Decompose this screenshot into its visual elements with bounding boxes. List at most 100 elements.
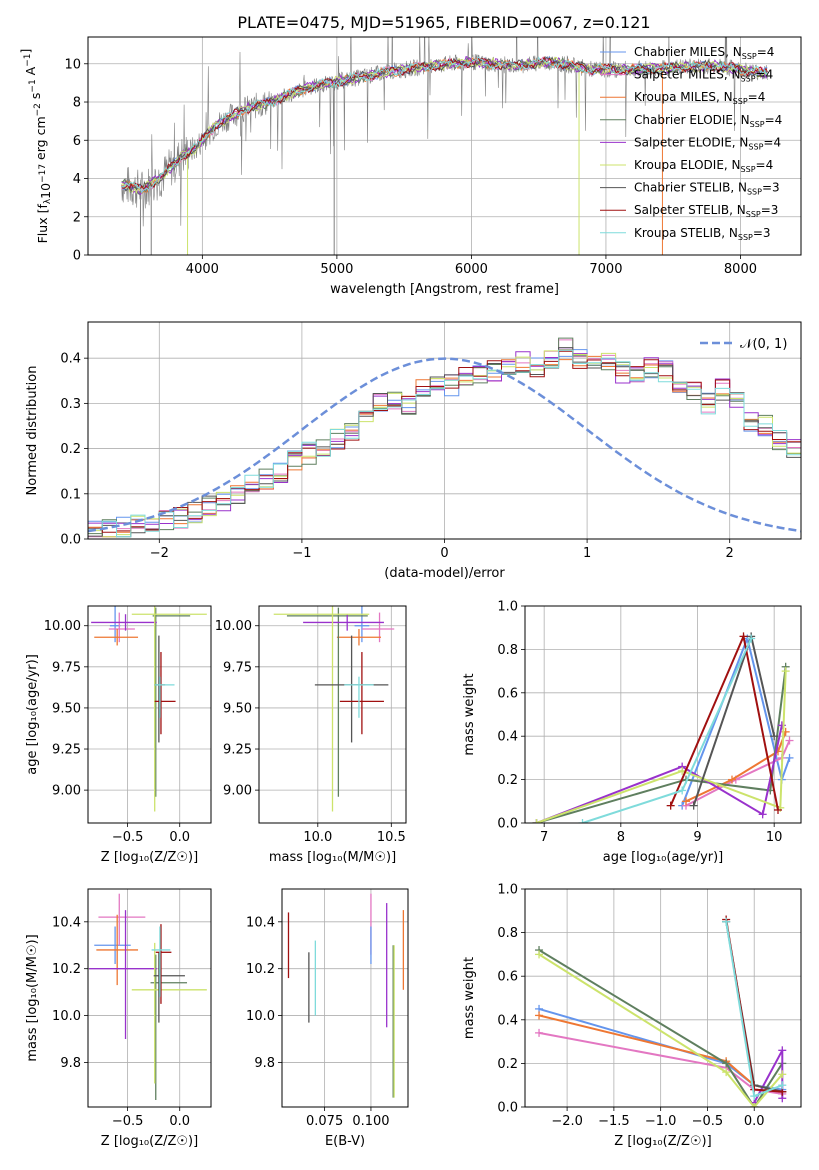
y-tick-label: 0.8: [497, 643, 518, 658]
y-axis-label: age [log₁₀(age/yr)]: [25, 654, 40, 775]
weight-point-chabrier-elodie: [722, 1059, 731, 1068]
weight-line-salpeter-miles: [685, 740, 791, 807]
y-tick-label: 1.0: [497, 600, 518, 615]
axes-frame: [524, 605, 802, 824]
x-tick-label: 7: [540, 830, 548, 845]
x-axis-label: Z [log₁₀(Z/Z☉)]: [101, 850, 198, 865]
x-tick-label: −1: [292, 546, 311, 561]
plot-area: [273, 606, 395, 812]
x-tick-label: 4000: [186, 262, 219, 277]
x-tick-label: 0.075: [306, 1114, 343, 1129]
y-tick-label: 0.6: [497, 970, 518, 985]
y-tick-label: 10.4: [52, 915, 81, 930]
y-tick-label: 6: [73, 134, 81, 149]
figure-title: PLATE=0475, MJD=51965, FIBERID=0067, z=0…: [237, 13, 650, 32]
residual-hist-kroupa-stelib: [88, 349, 801, 538]
legend-label: Salpeter ELODIE, NSSP=4: [634, 135, 781, 151]
weight-point-salpeter-miles: [785, 736, 794, 745]
x-tick-label: 0.100: [352, 1114, 389, 1129]
x-tick-label: −0.5: [112, 830, 144, 845]
mass-vs-ebv-panel: 0.075 0.100 9.8 10.0 10.2 10.4 E(B-V): [246, 888, 409, 1149]
x-tick-label: 1: [583, 546, 591, 561]
weight-point-salpeter-elodie: [778, 1046, 787, 1055]
weight-point-kroupa-elodie: [722, 1068, 731, 1077]
weight-line-chabrier-elodie: [538, 949, 784, 1107]
weight-point-kroupa-elodie: [535, 950, 544, 959]
weight-point-chabrier-stelib: [770, 732, 779, 741]
plot-area: [89, 893, 207, 1100]
weight-vs-z-panel: −2.0 −1.5 −1.0 −0.5 0.0 0.0 0.2 0.4 0.6 0.8 1.0 Z […: [462, 883, 802, 1149]
y-tick-label: 9.25: [52, 743, 81, 758]
plot-area: [91, 606, 207, 812]
y-axis-label: mass weight: [462, 673, 477, 755]
weight-point-kroupa-stelib: [778, 1081, 787, 1090]
y-tick-label: 9.25: [223, 743, 252, 758]
legend-label: Chabrier STELIB, NSSP=3: [634, 181, 780, 197]
y-tick-label: 0: [73, 249, 81, 264]
axes-frame: [87, 36, 802, 256]
weight-point-kroupa-stelib: [750, 1092, 759, 1101]
y-tick-label: 0.2: [497, 773, 518, 788]
x-tick-label: 7000: [589, 262, 622, 277]
x-tick-label: −1.5: [598, 1114, 630, 1129]
y-tick-label: 0.1: [60, 487, 81, 502]
plot-area: [88, 337, 801, 538]
weight-point-kroupa-stelib: [578, 819, 587, 823]
weight-point-chabrier-miles: [785, 753, 794, 762]
legend-label: Chabrier MILES, NSSP=4: [634, 45, 774, 61]
y-tick-label: 10.2: [52, 962, 81, 977]
axes-frame: [87, 888, 212, 1108]
weight-point-kroupa-elodie: [778, 1070, 787, 1079]
legend-label: Kroupa ELODIE, NSSP=4: [634, 158, 773, 174]
x-tick-label: 0: [440, 546, 448, 561]
y-tick-label: 8: [73, 96, 81, 111]
y-tick-label: 9.00: [52, 784, 81, 799]
plot-area: [532, 632, 794, 823]
y-tick-label: 10.0: [52, 1009, 81, 1024]
x-tick-label: 5000: [320, 262, 353, 277]
weight-point-chabrier-stelib: [689, 801, 698, 810]
x-tick-label: 10.5: [377, 830, 406, 845]
weight-point-kroupa-miles: [728, 775, 736, 784]
axes-frame: [87, 605, 212, 824]
x-axis-label: Z [log₁₀(Z/Z☉)]: [614, 1134, 711, 1149]
y-tick-label: 9.00: [223, 784, 252, 799]
weight-point-salpeter-miles: [535, 1028, 544, 1037]
spectrum-panel: 4000 5000 6000 7000 8000 0 2 4 6 8 10 wavelength [A…: [18, 36, 802, 297]
y-tick-label: 10.2: [246, 962, 275, 977]
y-tick-label: 0.4: [497, 730, 518, 745]
y-tick-label: 0.6: [497, 686, 518, 701]
y-axis-label: mass [log₁₀(M/M☉)]: [25, 934, 40, 1061]
residual-hist-chabrier-stelib: [88, 347, 801, 538]
weight-point-kroupa-elodie: [532, 819, 541, 823]
y-tick-label: 10.4: [246, 915, 275, 930]
legend-label: Kroupa STELIB, NSSP=3: [634, 226, 771, 242]
y-tick-label: 4: [73, 172, 81, 187]
weight-line-chabrier-elodie: [536, 666, 787, 823]
y-tick-label: 1.0: [497, 883, 518, 898]
axes-frame: [524, 888, 802, 1108]
weight-point-kroupa-elodie: [750, 1103, 759, 1107]
y-tick-label: 10: [64, 57, 81, 72]
plot-area: [535, 915, 787, 1107]
weight-point-kroupa-stelib: [747, 634, 756, 643]
x-tick-label: 0.0: [169, 830, 190, 845]
residual-hist-salpeter-elodie: [88, 348, 801, 525]
y-tick-label: 10.00: [215, 619, 252, 634]
y-tick-label: 9.50: [52, 701, 81, 716]
x-tick-label: −1.0: [645, 1114, 677, 1129]
x-tick-label: 8000: [724, 262, 757, 277]
x-tick-label: 0.0: [744, 1114, 765, 1129]
plot-area: [287, 893, 405, 1098]
x-axis-label: E(B-V): [325, 1134, 365, 1149]
y-tick-label: 0.4: [60, 352, 81, 367]
axes-frame: [87, 321, 802, 540]
x-axis-label: mass [log₁₀(M/M☉)]: [269, 850, 396, 865]
axes-frame: [258, 605, 407, 824]
y-tick-label: 9.50: [223, 701, 252, 716]
x-tick-label: 8: [617, 830, 625, 845]
weight-point-kroupa-miles: [535, 1011, 544, 1020]
mass-vs-z-panel: −0.5 0.0 9.8 10.0 10.2 10.4 Z [log₁₀(Z/Z☉)] mas…: [25, 888, 212, 1149]
weight-point-kroupa-elodie: [781, 667, 790, 676]
